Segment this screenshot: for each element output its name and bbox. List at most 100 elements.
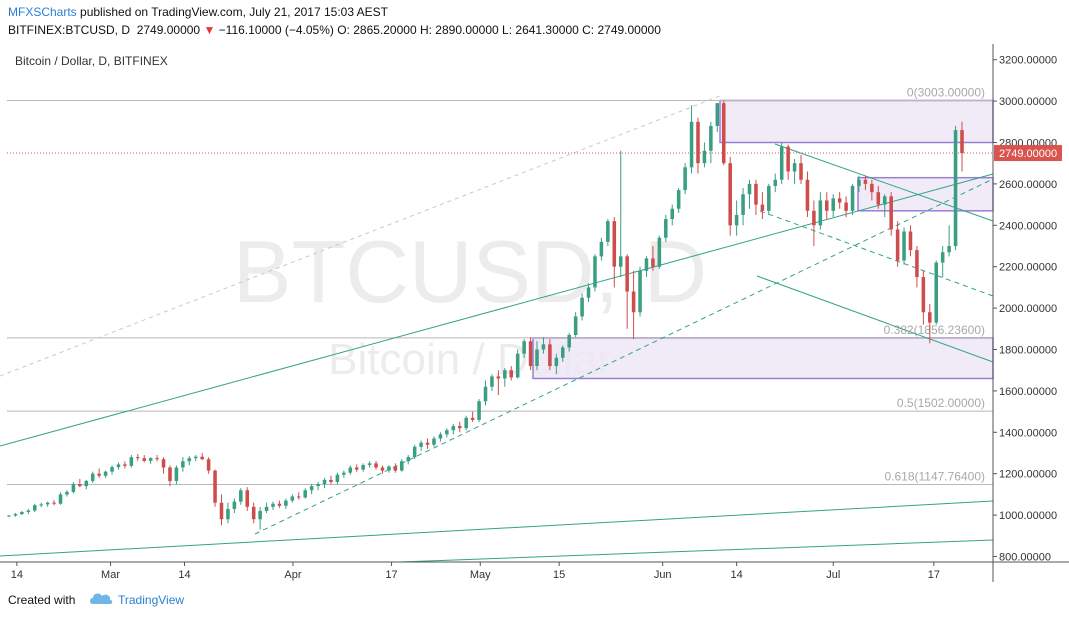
- candle-body: [303, 490, 307, 498]
- candle-body: [960, 130, 964, 154]
- candle-body: [863, 179, 868, 184]
- fib-label: 0.618(1147.76400): [884, 470, 985, 484]
- candle-body: [239, 490, 243, 502]
- candle-body: [367, 463, 372, 466]
- candle-body: [58, 494, 63, 504]
- y-tick-label: 3200.00000: [999, 55, 1057, 67]
- candle-body: [7, 515, 11, 517]
- candle-body: [767, 185, 771, 211]
- candle-body: [245, 490, 250, 507]
- y-tick-label: 3000.00000: [999, 96, 1057, 108]
- candle-body: [631, 291, 636, 313]
- candle-body: [412, 446, 417, 458]
- candle-body: [193, 456, 198, 459]
- candle-body: [213, 470, 217, 503]
- candle-body: [657, 237, 662, 267]
- candle-body: [644, 258, 649, 271]
- x-tick-label: Mar: [101, 569, 120, 581]
- candle-body: [361, 465, 365, 470]
- price-chart[interactable]: BTCUSD, D Bitcoin / Dollar 0(3003.00000)…: [0, 44, 1069, 582]
- candle-body: [284, 500, 288, 506]
- candle-body: [844, 202, 848, 211]
- candle-body: [129, 457, 134, 466]
- y-tick-label: 1600.00000: [999, 386, 1057, 398]
- trendline-dashed-gray: [0, 95, 721, 377]
- x-tick-label: 17: [385, 569, 397, 581]
- candle-body: [676, 190, 681, 209]
- candle-body: [606, 221, 610, 242]
- candle-body: [206, 459, 211, 471]
- candle-body: [400, 461, 404, 471]
- candle-body: [953, 130, 958, 246]
- high-value: H: 2890.00000: [419, 23, 499, 37]
- candle-body: [174, 467, 179, 481]
- candle-body: [509, 370, 514, 378]
- candle-body: [26, 510, 31, 512]
- candle-body: [477, 401, 481, 420]
- zone-box: [532, 337, 994, 380]
- y-tick-label: 1400.00000: [999, 427, 1057, 439]
- chart-title: Bitcoin / Dollar, D, BITFINEX: [15, 54, 168, 68]
- candle-body: [876, 192, 881, 205]
- candle-body: [895, 229, 900, 261]
- candle-body: [683, 167, 687, 191]
- candle-body: [567, 335, 571, 348]
- x-tick-label: 14: [178, 569, 190, 581]
- symbol-label: BITFINEX:BTCUSD, D: [8, 23, 131, 37]
- candle-body: [271, 503, 275, 507]
- candle-body: [39, 504, 43, 506]
- fib-label: 0.382(1856.23600): [884, 323, 985, 337]
- candle-body: [155, 458, 159, 460]
- created-with-text: Created with: [8, 593, 76, 607]
- candle-body: [915, 250, 919, 278]
- candle-body: [387, 466, 391, 471]
- trendline-upper-channel: [0, 173, 994, 447]
- candle-body: [148, 458, 153, 461]
- candle-body: [219, 502, 224, 520]
- candle-body: [296, 496, 301, 498]
- candle-body: [445, 430, 449, 435]
- candle-body: [71, 484, 76, 492]
- candle-body: [316, 484, 320, 487]
- candle-body: [548, 344, 552, 367]
- candle-body: [670, 208, 675, 220]
- x-tick-label: May: [470, 569, 491, 581]
- candle-body: [928, 312, 932, 323]
- candle-body: [123, 464, 127, 466]
- candle-body: [882, 196, 887, 205]
- fib-label: 0(3003.00000): [907, 85, 985, 99]
- candle-body: [251, 506, 256, 520]
- y-tick-label: 1200.00000: [999, 469, 1057, 481]
- close-value: C: 2749.00000: [582, 23, 661, 37]
- candle-body: [309, 486, 314, 491]
- candle-body: [103, 471, 108, 476]
- y-tick-label: 1800.00000: [999, 345, 1057, 357]
- candle-body: [850, 185, 855, 211]
- y-tick-label: 2600.00000: [999, 179, 1057, 191]
- author-link[interactable]: MFXSCharts: [8, 5, 77, 19]
- candle-body: [226, 508, 230, 520]
- candle-body: [496, 376, 501, 379]
- candle-body: [792, 163, 797, 172]
- x-tick-label: Apr: [284, 569, 301, 581]
- candle-body: [200, 456, 204, 460]
- candle-body: [425, 442, 430, 445]
- tradingview-link[interactable]: TradingView: [118, 593, 185, 607]
- ohlc-bar: BITFINEX:BTCUSD, D 2749.00000 ▼ −116.100…: [8, 23, 661, 37]
- candle-body: [432, 438, 436, 445]
- y-tick-label: 800.00000: [999, 552, 1051, 564]
- candle-body: [329, 479, 333, 482]
- candle-body: [13, 514, 18, 516]
- candle-body: [857, 179, 861, 186]
- candle-body: [573, 316, 578, 336]
- x-tick-label: Jun: [654, 569, 672, 581]
- candle-body: [515, 353, 520, 378]
- candle-body: [715, 103, 720, 126]
- chart-header: MFXSCharts published on TradingView.com,…: [0, 0, 1069, 44]
- candle-body: [664, 219, 668, 238]
- candle-body: [483, 386, 488, 402]
- candle-body: [805, 179, 810, 211]
- candle-body: [747, 183, 752, 195]
- candle-body: [90, 473, 95, 481]
- candle-body: [625, 256, 629, 292]
